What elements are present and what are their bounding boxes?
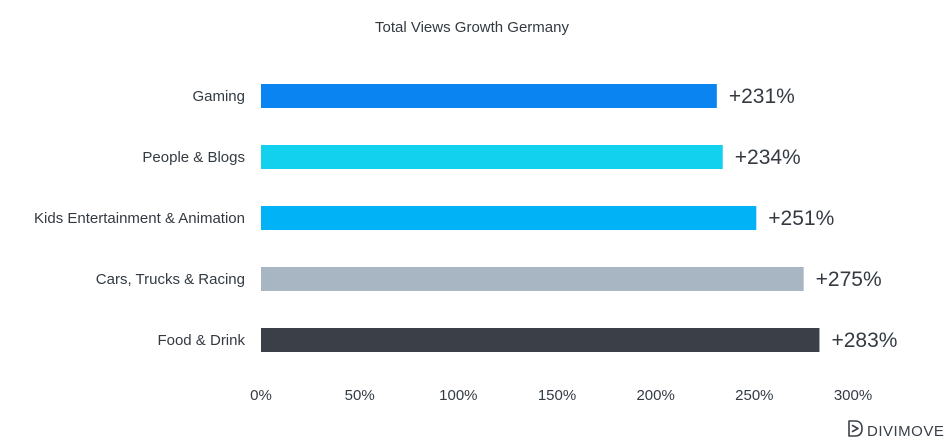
data-label: +231% [729,85,795,108]
category-labels: Gaming People & Blogs Kids Entertainment &… [34,88,245,349]
category-label: Cars, Trucks & Racing [96,271,245,288]
data-label: +275% [816,268,882,291]
data-label: +283% [831,329,897,352]
x-tick-label: 100% [439,387,477,404]
category-label: Gaming [192,88,245,105]
data-label: +251% [768,207,834,230]
data-label: +234% [735,146,801,169]
bar [261,206,757,230]
value-labels: +231% +234% +251% +275% +283% [729,85,898,352]
x-tick-label: 50% [345,387,375,404]
x-tick-label: 300% [834,387,872,404]
x-tick-label: 200% [636,387,674,404]
brand-footer: DIVIMOVE [848,420,944,440]
category-label: People & Blogs [142,149,245,166]
bar [261,267,804,291]
x-tick-label: 0% [250,387,272,404]
bar [261,145,723,169]
bar [261,328,820,352]
x-axis-ticks: 0% 50% 100% 150% 200% 250% 300% [250,387,872,404]
bar [261,84,717,108]
category-label: Food & Drink [157,332,245,349]
bars-layer [261,84,820,352]
x-tick-label: 250% [735,387,773,404]
brand-name: DIVIMOVE [867,423,944,440]
chart-title: Total Views Growth Germany [375,19,569,36]
divimove-logo-icon [848,420,863,437]
x-tick-label: 150% [538,387,576,404]
category-label: Kids Entertainment & Animation [34,210,245,227]
